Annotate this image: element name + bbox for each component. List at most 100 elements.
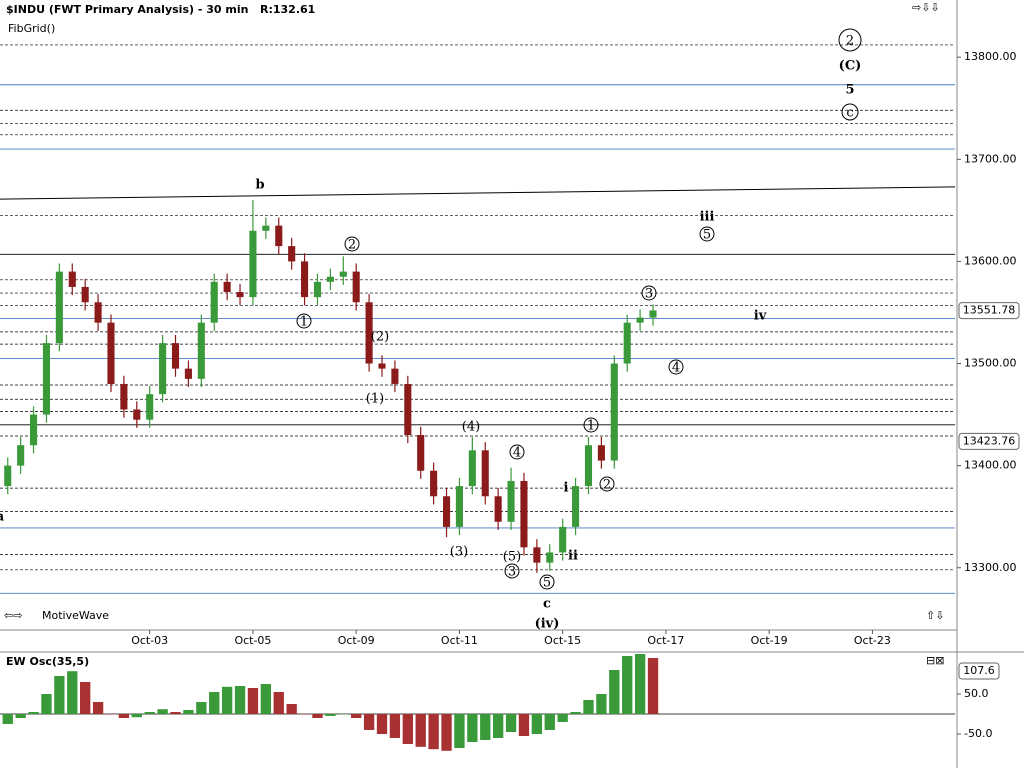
- osc-bar: [118, 714, 130, 718]
- candle-body: [455, 486, 463, 527]
- candle-body: [572, 486, 580, 527]
- osc-bar: [247, 688, 259, 714]
- wave-circle: [641, 285, 657, 301]
- wave-label: (2): [371, 330, 389, 345]
- candle-body: [365, 302, 373, 364]
- scroll-icons[interactable]: ⇦⇨: [4, 609, 22, 622]
- candle-body: [4, 465, 12, 487]
- study-label: FibGrid(): [8, 22, 55, 35]
- wave-label: 4: [672, 361, 680, 376]
- wave-circle: [668, 359, 684, 375]
- osc-bar: [634, 654, 646, 714]
- osc-bar: [209, 692, 220, 714]
- candle-body: [197, 322, 205, 379]
- osc-bar: [389, 714, 401, 738]
- osc-bar: [376, 714, 388, 734]
- osc-bar: [28, 712, 39, 714]
- wave-circle: [699, 226, 715, 242]
- candle-body: [301, 261, 309, 298]
- x-tick-label: Oct-03: [131, 634, 168, 647]
- wave-label: 2: [846, 34, 854, 49]
- wave-circle: [509, 444, 525, 460]
- osc-controls[interactable]: ⊟⊠: [926, 654, 944, 667]
- wave-circle: [504, 563, 520, 579]
- y-tick-label: 13500.00: [964, 357, 1017, 370]
- osc-bar: [622, 656, 633, 714]
- wave-label: 5: [703, 228, 711, 243]
- wave-label: a: [0, 510, 5, 525]
- wave-label: iii: [700, 210, 715, 225]
- candle-body: [649, 310, 657, 318]
- wave-label: (iv): [535, 617, 560, 632]
- wave-label: (C): [839, 59, 862, 74]
- wave-label: 2: [348, 238, 356, 253]
- candle-body: [81, 286, 89, 303]
- osc-bar: [531, 714, 543, 734]
- price-badge: [958, 302, 1020, 320]
- wave-label: (4): [462, 420, 480, 435]
- candle-body: [391, 368, 399, 384]
- wave-label: 3: [645, 287, 653, 302]
- wave-circle: [599, 476, 615, 492]
- candle-body: [223, 281, 231, 293]
- candle-body: [275, 225, 283, 247]
- candle-body: [597, 445, 605, 461]
- candle-body: [326, 276, 334, 282]
- osc-bar: [234, 686, 246, 714]
- x-tick-label: Oct-11: [441, 634, 478, 647]
- wave-label: i: [564, 481, 569, 496]
- panel-controls[interactable]: ⇨⇩⇩: [912, 1, 940, 14]
- candle-body: [146, 394, 154, 420]
- zoom-controls[interactable]: ⇧⇩: [926, 609, 944, 622]
- y-tick-label: 13300.00: [964, 561, 1017, 574]
- wave-circle: [296, 313, 312, 329]
- wave-label: c: [543, 597, 551, 612]
- osc-bar: [273, 692, 284, 714]
- candle-body: [352, 271, 360, 303]
- candle-body: [430, 470, 438, 497]
- wave-label: ii: [568, 549, 578, 564]
- osc-bar: [157, 709, 168, 714]
- osc-bar: [480, 714, 491, 740]
- chart-title: $INDU (FWT Primary Analysis) - 30 min: [6, 3, 248, 16]
- price-badge-label: 13551.78: [963, 304, 1016, 317]
- candle-body: [417, 435, 425, 471]
- osc-bar: [41, 694, 52, 714]
- candle-body: [313, 281, 322, 298]
- y-tick-label: 13700.00: [964, 152, 1017, 165]
- x-tick-label: Oct-09: [338, 634, 375, 647]
- osc-bar: [221, 686, 233, 714]
- osc-bar: [454, 714, 465, 748]
- candle-body: [210, 281, 218, 323]
- y-tick-label: 50.0: [964, 687, 989, 700]
- candle-body: [404, 383, 412, 436]
- osc-bar: [596, 694, 607, 714]
- osc-bar: [312, 714, 323, 718]
- wave-label: iv: [754, 309, 767, 324]
- candle-body: [546, 552, 554, 563]
- candle-body: [94, 302, 102, 323]
- osc-bar: [492, 714, 504, 738]
- y-tick-label: 13800.00: [964, 50, 1017, 63]
- wave-label: 3: [508, 565, 516, 580]
- candle-body: [68, 271, 76, 287]
- osc-bar: [92, 702, 104, 714]
- wave-circle: [539, 574, 555, 590]
- osc-title: EW Osc(35,5): [6, 655, 89, 668]
- y-tick-label: -50.0: [964, 727, 992, 740]
- osc-bar: [441, 714, 452, 751]
- candle-body: [610, 363, 618, 461]
- candle-body: [42, 343, 51, 415]
- osc-bar: [15, 714, 26, 718]
- osc-bar: [647, 658, 659, 714]
- price-badge-label: 13423.76: [963, 434, 1016, 447]
- osc-bar: [467, 714, 478, 742]
- osc-bar: [428, 714, 439, 750]
- osc-bar: [544, 714, 555, 730]
- osc-bar: [80, 682, 91, 714]
- wave-label: c: [846, 106, 853, 121]
- candle-body: [378, 363, 386, 369]
- candle-body: [494, 496, 502, 522]
- candle-body: [623, 322, 631, 364]
- trend-line: [0, 186, 956, 200]
